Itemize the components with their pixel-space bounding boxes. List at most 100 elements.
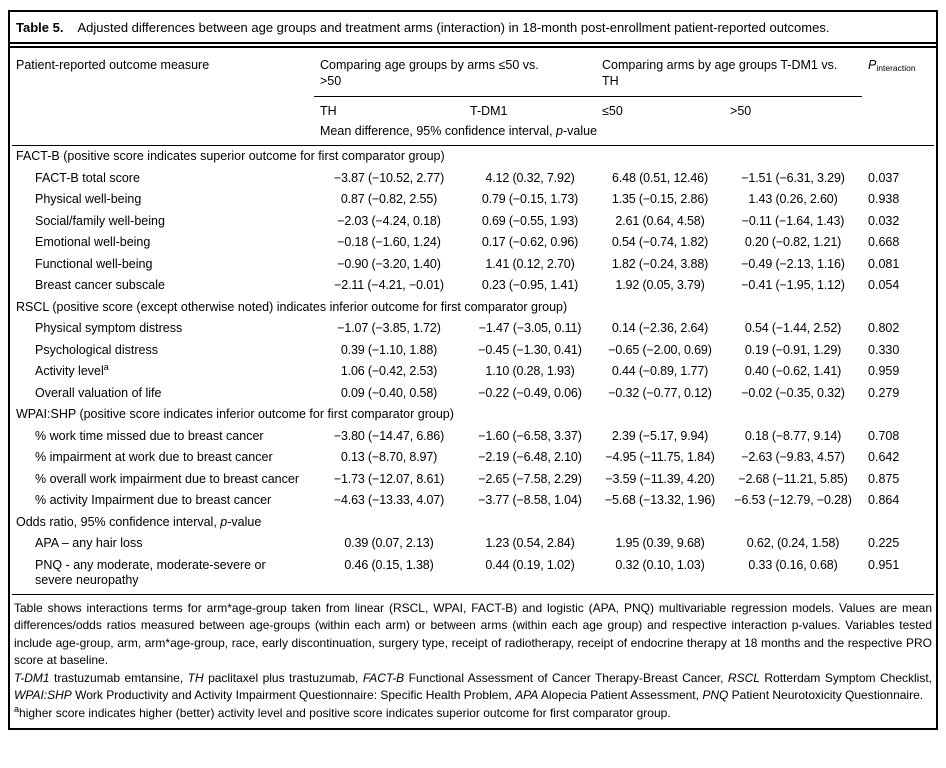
estimate-value: 1.41 (0.12, 2.70) [485, 256, 575, 271]
estimate-value: −0.18 (−1.60, 1.24) [337, 235, 441, 249]
footnote: ahigher score indicates higher (better) … [14, 703, 671, 720]
estimate-value: −3.80 (−14.47, 6.86) [333, 428, 445, 443]
estimate-value: 0.39 (0.07, 2.13) [344, 536, 434, 550]
p-interaction-value: 0.668 [868, 235, 900, 249]
estimate-value: 0.44 (−0.89, 1.77) [611, 364, 709, 378]
footnote: Table shows interactions terms for arm*a… [14, 600, 932, 668]
p-interaction-value: 0.279 [868, 385, 900, 400]
estimate-value: −3.59 (−11.39, 4.20) [605, 471, 715, 486]
data-row: APA – any hair loss 0.39 (0.07, 2.13) 1.23… [12, 533, 934, 555]
data-row: % activity Impairment due to breast canc… [12, 490, 934, 512]
estimate-value: 0.20 (−0.82, 1.21) [744, 235, 842, 249]
estimate-value: 0.62, (0.24, 1.58) [746, 536, 840, 550]
estimate-value: 0.69 (−0.55, 1.93) [481, 213, 579, 228]
outcome-label: % overall work impairment due to breast … [35, 471, 300, 486]
estimate-value: 0.87 (−0.82, 2.55) [340, 192, 438, 206]
table-title: Adjusted differences between age groups … [77, 20, 830, 35]
p-interaction-value: 0.225 [868, 536, 900, 550]
estimate-value: −1.60 (−6.58, 3.37) [478, 428, 582, 443]
estimate-value: 4.12 (0.32, 7.92) [485, 170, 575, 185]
estimate-value: 1.06 (−0.42, 2.53) [340, 364, 438, 378]
estimate-value: 0.39 (−1.10, 1.88) [340, 342, 438, 357]
estimate-value: 6.48 (0.51, 12.46) [612, 170, 708, 185]
outcome-label: Functional well-being [35, 256, 153, 271]
table-footnotes: Table shows interactions terms for arm*a… [12, 593, 934, 729]
data-row: PNQ - any moderate, moderate-severe or s… [12, 555, 934, 592]
data-row: Overall valuation of life 0.09 (−0.40, 0.… [12, 383, 934, 405]
estimate-value: 0.18 (−8.77, 9.14) [744, 428, 842, 443]
estimate-value: 1.43 (0.26, 2.60) [748, 192, 838, 206]
estimate-value: 0.33 (0.16, 0.68) [748, 557, 838, 572]
data-row: FACT-B total score −3.87 (−10.52, 2.77) 4.… [12, 168, 934, 190]
estimate-value: −3.77 (−8.58, 1.04) [478, 493, 582, 507]
header-spanner-row: Patient-reported outcome measure Compari… [12, 48, 935, 146]
column-header-th: TH [320, 104, 337, 118]
p-subscript: interaction [876, 63, 916, 73]
data-row: Social/family well-being −2.03 (−4.24, 0.… [12, 211, 934, 233]
section-header: RSCL (positive score (except otherwise n… [16, 299, 568, 314]
data-row: % work time missed due to breast cancer −… [12, 426, 934, 448]
estimate-value: −0.32 (−0.77, 0.12) [608, 385, 712, 400]
outcome-label: % work time missed due to breast cancer [35, 428, 264, 443]
table-frame: Table 5. Adjusted differences between age… [8, 10, 938, 730]
section-header-row: Odds ratio, 95% confidence interval, p-v… [12, 512, 934, 534]
outcome-label: Physical symptom distress [35, 321, 183, 335]
estimate-value: 0.14 (−2.36, 2.64) [611, 321, 709, 335]
estimate-value: 1.92 (0.05, 3.79) [615, 278, 705, 292]
p-interaction-value: 0.959 [868, 364, 900, 378]
column-group-age-by-arm: Comparing age groups by arms ≤50 vs. >50 [314, 48, 597, 97]
data-row: Emotional well-being −0.18 (−1.60, 1.24) 0… [12, 232, 934, 254]
estimate-value: −0.02 (−0.35, 0.32) [741, 385, 845, 400]
estimate-value: −1.07 (−3.85, 1.72) [337, 321, 441, 335]
data-row: Functional well-being −0.90 (−3.20, 1.40)… [12, 254, 934, 276]
estimate-value: −2.03 (−4.24, 0.18) [337, 213, 441, 228]
estimate-value: 0.79 (−0.15, 1.73) [481, 192, 579, 206]
estimate-value: 1.95 (0.39, 9.68) [615, 536, 705, 550]
estimate-value: −6.53 (−12.79, −0.28) [734, 493, 852, 507]
estimate-value: 0.32 (0.10, 1.03) [615, 557, 705, 572]
estimate-value: −3.87 (−10.52, 2.77) [333, 170, 445, 185]
outcome-label: Activity levela [35, 361, 109, 378]
estimate-value: 0.40 (−0.62, 1.41) [744, 364, 842, 378]
p-interaction-value: 0.081 [868, 256, 900, 271]
header-subcolumn-row: TH T-DM1 ≤50 >50 [12, 97, 934, 122]
estimate-value: −2.68 (−11.21, 5.85) [738, 471, 848, 486]
estimate-value: −2.11 (−4.21, −0.01) [334, 278, 444, 292]
estimate-value: 0.17 (−0.62, 0.96) [481, 235, 579, 249]
estimate-value: −4.63 (−13.33, 4.07) [333, 493, 445, 507]
p-interaction-value: 0.037 [868, 170, 900, 185]
estimate-value: −1.47 (−3.05, 0.11) [478, 321, 582, 335]
data-row: % impairment at work due to breast cance… [12, 447, 934, 469]
p-interaction-value: 0.864 [868, 493, 900, 507]
estimate-value: −0.11 (−1.64, 1.43) [741, 213, 845, 228]
p-interaction-value: 0.802 [868, 321, 900, 335]
estimate-value: −0.90 (−3.20, 1.40) [337, 256, 441, 271]
header-measure-note-row: Mean difference, 95% confidence interval… [12, 121, 934, 146]
column-header-le50: ≤50 [602, 104, 623, 118]
data-row: Physical symptom distress −1.07 (−3.85, 1… [12, 318, 934, 340]
data-row: Physical well-being 0.87 (−0.82, 2.55) 0.7… [12, 189, 934, 211]
data-row: Psychological distress 0.39 (−1.10, 1.88)… [12, 340, 934, 362]
outcome-label: Psychological distress [35, 342, 158, 357]
footnote: T-DM1 trastuzumab emtansine, TH paclitax… [14, 670, 932, 703]
estimate-value: 0.23 (−0.95, 1.41) [481, 278, 579, 292]
estimate-value: 1.35 (−0.15, 2.86) [611, 192, 709, 206]
outcome-label: % impairment at work due to breast cance… [35, 450, 273, 464]
estimate-value: −2.65 (−7.58, 2.29) [478, 471, 582, 486]
data-row: % overall work impairment due to breast … [12, 469, 934, 491]
measure-note: Mean difference, 95% confidence interval… [314, 121, 863, 146]
estimate-value: −0.22 (−0.49, 0.06) [478, 385, 582, 400]
estimate-value: 2.39 (−5.17, 9.94) [611, 428, 709, 443]
estimate-value: 0.44 (0.19, 1.02) [485, 557, 575, 572]
outcome-label: Social/family well-being [35, 213, 165, 228]
table-caption: Table 5. Adjusted differences between age… [10, 12, 936, 42]
outcome-label: Physical well-being [35, 192, 142, 206]
p-interaction-value: 0.938 [868, 192, 900, 206]
section-header: WPAI:SHP (positive score indicates infer… [16, 407, 454, 421]
column-header-gt50: >50 [730, 104, 752, 118]
estimate-value: 0.09 (−0.40, 0.58) [340, 385, 438, 400]
outcome-label: Overall valuation of life [35, 385, 162, 400]
section-header-row: FACT-B (positive score indicates superio… [12, 146, 934, 168]
estimate-value: 2.61 (0.64, 4.58) [615, 213, 705, 228]
estimate-value: −2.19 (−6.48, 2.10) [478, 450, 582, 464]
